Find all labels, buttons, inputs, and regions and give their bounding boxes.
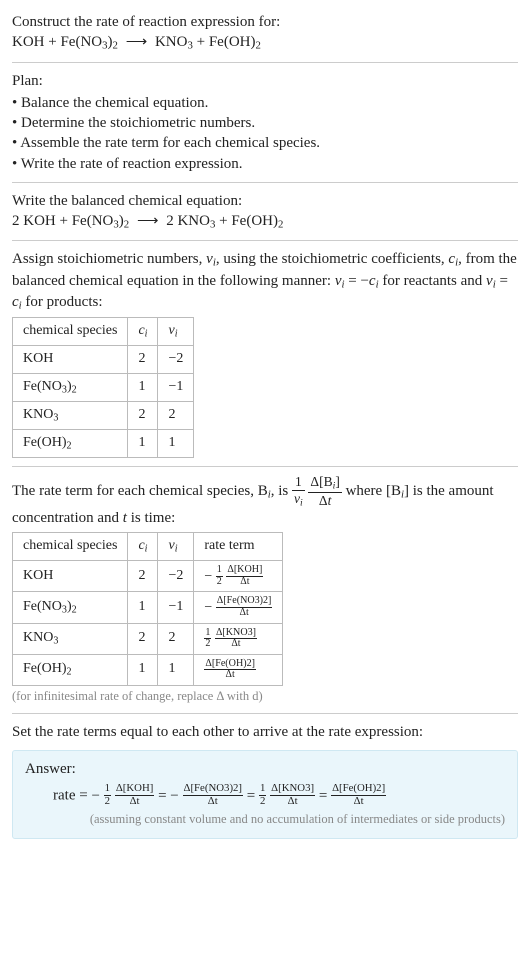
cell-c: 1 [128,374,158,402]
table-note: (for infinitesimal rate of change, repla… [12,688,518,705]
answer-label: Answer: [25,759,505,779]
rateterm-block: The rate term for each chemical species,… [12,475,518,705]
table-row: KOH2−2 [13,346,194,374]
cell-nu: 1 [158,430,194,458]
cell-nu: 2 [158,623,194,654]
cell-species: Fe(NO3)2 [13,374,128,402]
cell-rate: − Δ[Fe(NO3)2]Δt [194,592,283,623]
rate-table: chemical species ci νi rate term KOH2−2−… [12,532,283,686]
table-row: KOH2−2− 12 Δ[KOH]Δt [13,561,283,592]
stoich-table: chemical species ci νi KOH2−2Fe(NO3)21−1… [12,317,194,458]
arrow-icon: ⟶ [137,213,159,229]
plan-item: Assemble the rate term for each chemical… [12,133,518,153]
cell-species: Fe(NO3)2 [13,592,128,623]
cell-species: Fe(OH)2 [13,430,128,458]
cell-c: 2 [128,623,158,654]
setequal-label: Set the rate terms equal to each other t… [12,722,518,742]
table-header-row: chemical species ci νi rate term [13,533,283,561]
unbalanced-equation: KOH + Fe(NO3)2 ⟶ KNO3 + Fe(OH)2 [12,32,518,53]
cell-c: 2 [128,561,158,592]
cell-species: KNO3 [13,623,128,654]
balanced-block: Write the balanced chemical equation: 2 … [12,191,518,233]
plan-item: Determine the stoichiometric numbers. [12,113,518,133]
cell-c: 2 [128,402,158,430]
balanced-equation: 2 KOH + Fe(NO3)2 ⟶ 2 KNO3 + Fe(OH)2 [12,211,518,232]
cell-nu: −1 [158,592,194,623]
cell-c: 2 [128,346,158,374]
prompt-block: Construct the rate of reaction expressio… [12,12,518,54]
cell-nu: −1 [158,374,194,402]
plan-label: Plan: [12,71,518,91]
balanced-label: Write the balanced chemical equation: [12,191,518,211]
col-c: ci [128,318,158,346]
cell-species: KOH [13,561,128,592]
divider [12,182,518,183]
cell-nu: −2 [158,561,194,592]
cell-nu: 2 [158,402,194,430]
dB-dt-icon: Δ[Bi]Δt [308,475,341,508]
col-nu: νi [158,318,194,346]
divider [12,466,518,467]
cell-c: 1 [128,592,158,623]
table-row: Fe(NO3)21−1− Δ[Fe(NO3)2]Δt [13,592,283,623]
answer-equation: rate = − 12 Δ[KOH]Δt = − Δ[Fe(NO3)2]Δt =… [53,783,505,807]
table-row: KNO322 [13,402,194,430]
cell-rate: 12 Δ[KNO3]Δt [194,623,283,654]
divider [12,240,518,241]
cell-rate: − 12 Δ[KOH]Δt [194,561,283,592]
cell-c: 1 [128,654,158,685]
plan-item: Balance the chemical equation. [12,93,518,113]
cell-species: KOH [13,346,128,374]
one-over-nu-icon: 1νi [292,475,305,508]
cell-c: 1 [128,430,158,458]
cell-species: KNO3 [13,402,128,430]
assign-block: Assign stoichiometric numbers, νi, using… [12,249,518,458]
cell-nu: −2 [158,346,194,374]
col-species: chemical species [13,318,128,346]
prompt-title: Construct the rate of reaction expressio… [12,12,518,32]
table-row: Fe(OH)211 [13,430,194,458]
table-row: Fe(OH)211Δ[Fe(OH)2]Δt [13,654,283,685]
cell-species: Fe(OH)2 [13,654,128,685]
divider [12,62,518,63]
table-row: KNO32212 Δ[KNO3]Δt [13,623,283,654]
plan-block: Plan: Balance the chemical equation. Det… [12,71,518,174]
arrow-icon: ⟶ [126,34,148,50]
cell-nu: 1 [158,654,194,685]
cell-rate: Δ[Fe(OH)2]Δt [194,654,283,685]
plan-list: Balance the chemical equation. Determine… [12,93,518,174]
table-header-row: chemical species ci νi [13,318,194,346]
answer-note: (assuming constant volume and no accumul… [25,811,505,828]
plan-item: Write the rate of reaction expression. [12,154,518,174]
table-row: Fe(NO3)21−1 [13,374,194,402]
divider [12,713,518,714]
answer-box: Answer: rate = − 12 Δ[KOH]Δt = − Δ[Fe(NO… [12,750,518,839]
